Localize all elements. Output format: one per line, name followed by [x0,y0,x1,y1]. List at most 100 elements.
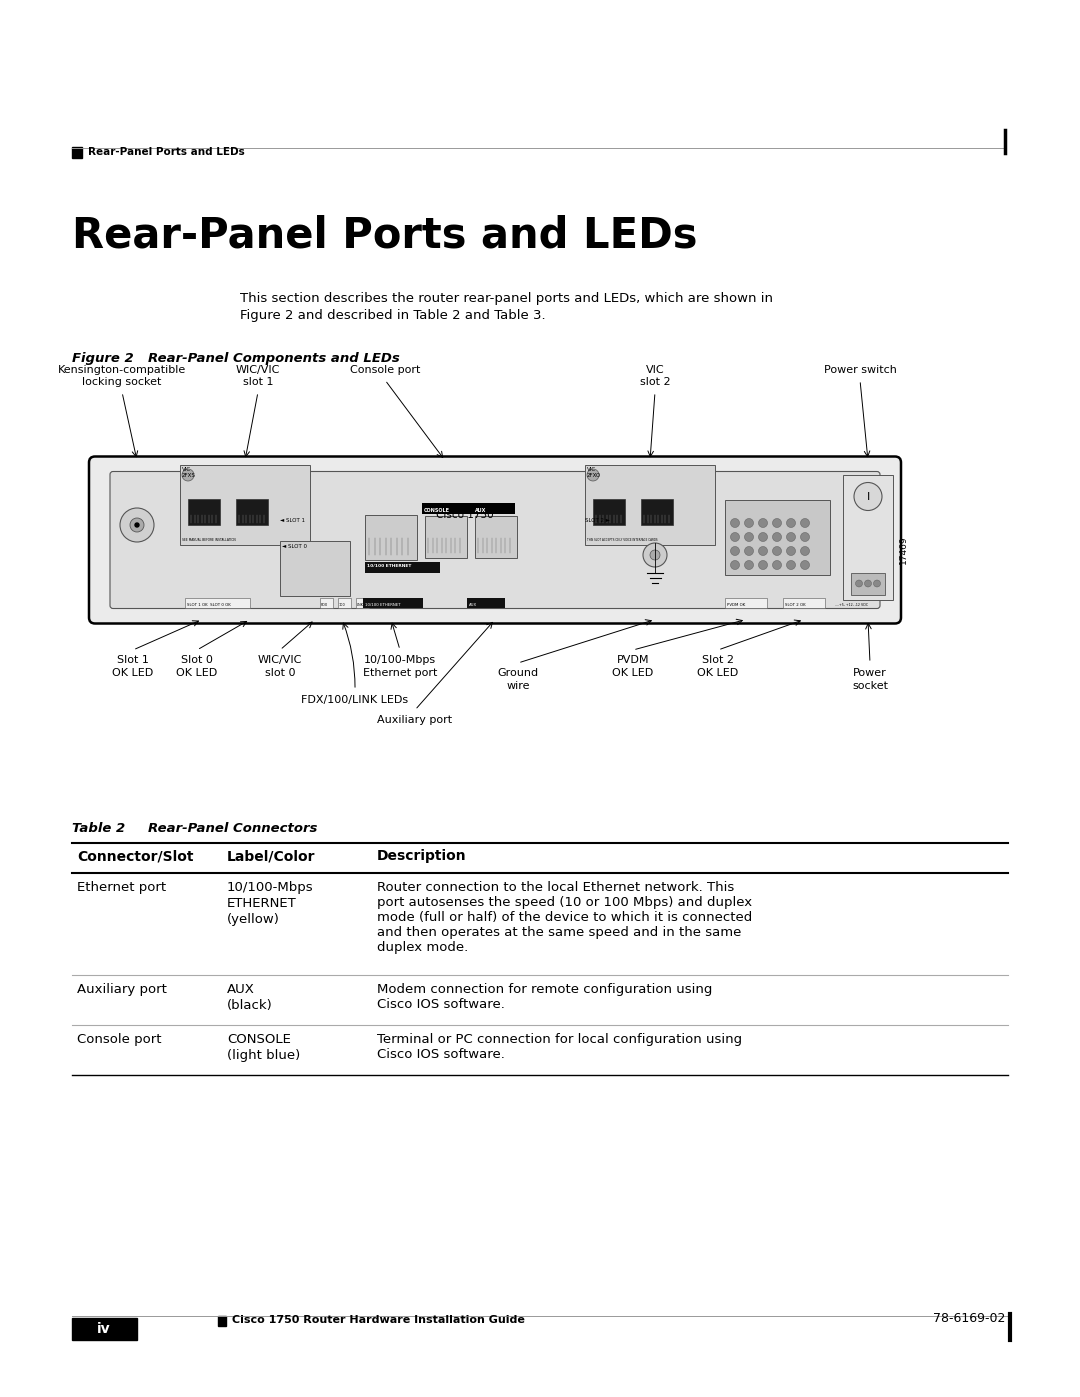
Text: SLOT 2 OK: SLOT 2 OK [785,604,806,608]
Text: OK LED: OK LED [612,668,653,678]
Text: WIC/VIC: WIC/VIC [258,655,302,665]
Circle shape [758,518,768,528]
Text: Console port: Console port [77,1032,162,1046]
Text: slot 2: slot 2 [639,377,671,387]
Text: Router connection to the local Ethernet network. This: Router connection to the local Ethernet … [377,882,734,894]
Text: Cisco IOS software.: Cisco IOS software. [377,997,504,1011]
Bar [180,465,310,545]
FancyBboxPatch shape [89,457,901,623]
Text: Auxiliary port: Auxiliary port [377,715,453,725]
Text: FDX/100/LINK LEDs: FDX/100/LINK LEDs [301,694,408,705]
Text: 78-6169-02: 78-6169-02 [933,1312,1005,1324]
Circle shape [772,546,782,556]
Circle shape [135,522,139,527]
Text: 10/100-Mbps: 10/100-Mbps [227,882,313,894]
Text: mode (full or half) of the device to which it is connected: mode (full or half) of the device to whi… [377,911,753,923]
Bar [72,1317,137,1340]
Text: SLOT 2 ►: SLOT 2 ► [585,518,610,522]
Text: slot 1: slot 1 [243,377,273,387]
Text: 10/100-Mbps: 10/100-Mbps [364,655,436,665]
Circle shape [744,532,754,542]
Bar [188,499,220,525]
Text: SEE MANUAL BEFORE INSTALLATION: SEE MANUAL BEFORE INSTALLATION [183,538,235,542]
Circle shape [874,580,880,587]
Text: port autosenses the speed (10 or 100 Mbps) and duplex: port autosenses the speed (10 or 100 Mbp… [377,895,752,909]
Text: VIC: VIC [588,467,596,472]
Text: LNK: LNK [357,604,364,608]
Text: locking socket: locking socket [82,377,162,387]
Text: Label/Color: Label/Color [227,849,315,863]
Text: Power: Power [853,668,887,678]
Text: Connector/Slot: Connector/Slot [77,849,193,863]
Bar [320,598,333,608]
Text: Terminal or PC connection for local configuration using: Terminal or PC connection for local conf… [377,1032,742,1046]
Text: (yellow): (yellow) [227,914,280,926]
Text: ◄ SLOT 1: ◄ SLOT 1 [280,518,305,522]
Circle shape [183,469,194,481]
Text: Ethernet port: Ethernet port [77,882,166,894]
Text: Cisco 1750: Cisco 1750 [436,510,494,520]
Circle shape [650,550,660,560]
Circle shape [130,518,144,532]
Text: OK LED: OK LED [698,668,739,678]
Circle shape [730,518,740,528]
Text: THIS SLOT ACCEPTS ONLY VOICE INTERFACE CARDS: THIS SLOT ACCEPTS ONLY VOICE INTERFACE C… [588,538,658,542]
Bar [365,515,417,560]
Circle shape [730,532,740,542]
Text: OK LED: OK LED [176,668,218,678]
Bar [365,562,440,573]
Text: socket: socket [852,680,888,692]
Bar [422,503,474,514]
Text: VIC: VIC [183,467,191,472]
Circle shape [758,546,768,556]
Circle shape [772,532,782,542]
Text: 2FXS: 2FXS [183,474,195,478]
Text: Slot 2: Slot 2 [702,655,734,665]
Text: OK LED: OK LED [112,668,153,678]
Circle shape [120,509,154,542]
Bar [185,598,249,608]
Text: FDX: FDX [321,604,328,608]
Text: ETHERNET: ETHERNET [227,897,297,909]
Bar [363,598,423,608]
Text: (light blue): (light blue) [227,1049,300,1062]
Text: Table 2: Table 2 [72,821,125,835]
Text: Console port: Console port [350,365,420,374]
Text: Cisco 1750 Router Hardware Installation Guide: Cisco 1750 Router Hardware Installation … [232,1315,525,1324]
Text: PVDM: PVDM [617,655,649,665]
Text: 10/100 ETHERNET: 10/100 ETHERNET [365,604,401,608]
Bar [467,598,505,608]
Text: wire: wire [507,680,530,692]
Text: Figure 2 and described in Table 2 and Table 3.: Figure 2 and described in Table 2 and Ta… [240,309,545,321]
Text: PVDM OK: PVDM OK [727,604,745,608]
Text: iv: iv [97,1322,111,1336]
Text: SLOT 1 OK  SLOT 0 OK: SLOT 1 OK SLOT 0 OK [187,604,231,608]
Circle shape [643,543,667,567]
Text: Kensington-compatible: Kensington-compatible [58,365,186,374]
Circle shape [772,518,782,528]
Bar [356,598,369,608]
Bar [218,1316,226,1326]
Bar [642,499,673,525]
Circle shape [800,532,810,542]
Text: AUX: AUX [475,509,486,513]
Text: Rear-Panel Connectors: Rear-Panel Connectors [148,821,318,835]
Circle shape [744,560,754,570]
Text: 10/100 ETHERNET: 10/100 ETHERNET [367,564,411,569]
FancyBboxPatch shape [110,472,880,609]
Circle shape [786,546,796,556]
Text: AUX: AUX [227,983,255,996]
Text: CONSOLE: CONSOLE [424,509,450,513]
Circle shape [758,532,768,542]
Text: CONSOLE: CONSOLE [227,1032,291,1046]
Circle shape [772,560,782,570]
Bar [783,598,825,608]
Text: This section describes the router rear-panel ports and LEDs, which are shown in: This section describes the router rear-p… [240,292,773,305]
Text: (black): (black) [227,999,273,1011]
Text: and then operates at the same speed and in the same: and then operates at the same speed and … [377,926,741,939]
Text: Description: Description [377,849,467,863]
Bar [725,598,767,608]
Bar [475,515,517,557]
Text: Rear-Panel Ports and LEDs: Rear-Panel Ports and LEDs [72,215,698,257]
Circle shape [800,546,810,556]
